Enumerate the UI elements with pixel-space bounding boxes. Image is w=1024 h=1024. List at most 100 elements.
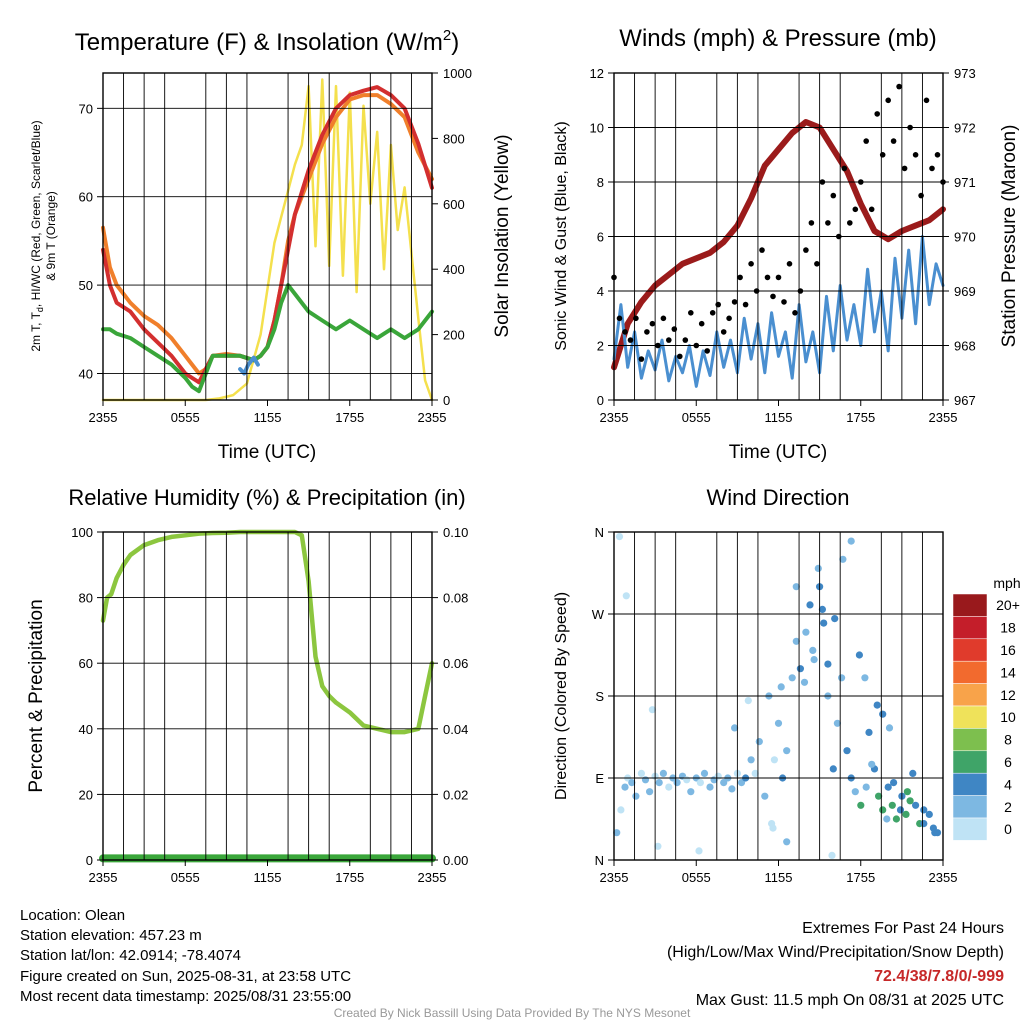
legend-label: 2 [1004, 799, 1012, 815]
extremes-values: 72.4/38/7.8/0/-999 [874, 968, 1004, 985]
direction-point [747, 756, 755, 764]
winds-y2label: Station Pressure (Maroon) [999, 125, 1020, 348]
direction-point [814, 564, 822, 573]
y2-tick-label: 970 [954, 230, 976, 245]
series-line [101, 283, 434, 394]
temperature-y2label: Solar Insolation (Yellow) [492, 134, 513, 337]
gust-point [841, 165, 848, 172]
y-tick-label: 100 [71, 525, 93, 540]
direction-point [695, 847, 703, 855]
legend-label: 8 [1004, 732, 1012, 748]
speed-legend: mph 20+ 18 16 14 12 10 8 6 4 2 0 [952, 575, 1021, 841]
x-tick-label: 1155 [765, 410, 793, 425]
gust-point [720, 329, 727, 335]
direction-point [800, 678, 809, 686]
plot-frame [102, 72, 433, 401]
gust-point [929, 165, 935, 172]
direction-point [714, 772, 722, 780]
x-tick-label: 0555 [171, 410, 200, 425]
y-tick-label: W [592, 607, 605, 622]
y-tick-label: N [595, 853, 604, 868]
gust-point [764, 274, 771, 281]
direction-point [820, 619, 828, 627]
direction-point [737, 779, 746, 787]
direction-point [831, 615, 839, 623]
plot-frame [613, 72, 944, 401]
direction-point [751, 769, 759, 778]
direction-point [838, 674, 846, 682]
gust-point [890, 138, 897, 144]
legend-swatch [952, 660, 988, 684]
temperature-ylabel-line2: & 9m T (Orange) [44, 191, 58, 281]
gust-point [934, 152, 941, 158]
direction-point [654, 842, 662, 850]
direction-point [843, 747, 851, 755]
direction-point [857, 801, 865, 809]
y-tick-label: 6 [597, 230, 604, 245]
gust-point [715, 301, 721, 308]
gust-point [863, 138, 869, 144]
direction-point [868, 760, 876, 768]
direction-point [931, 829, 939, 837]
y-tick-label: 40 [79, 366, 93, 381]
credit-line: Created By Nick Bassill Using Data Provi… [333, 1006, 691, 1020]
gust-point [627, 337, 634, 343]
direction-point [896, 806, 905, 814]
created-line: Figure created on Sun, 2025-08-31, at 23… [20, 967, 352, 985]
temperature-axes: 2355 0555 1155 1755 2355 40 50 60 70 0 200 400 600 80… [79, 66, 472, 425]
x-tick-label: 2355 [89, 410, 118, 425]
direction-point [768, 820, 776, 828]
direction-point [673, 779, 681, 787]
y2-tick-label: 0.08 [443, 591, 468, 606]
x-tick-label: 2355 [929, 870, 958, 885]
direction-point [810, 656, 818, 664]
plot-frame [613, 531, 944, 861]
x-tick-label: 0555 [682, 410, 711, 425]
direction-point [828, 851, 836, 860]
direction-point [646, 788, 654, 796]
gust-point [731, 299, 738, 305]
direction-point [641, 776, 650, 784]
winds-panel: Winds (mph) & Pressure (mb) 2355 0555 1155… [553, 25, 1020, 463]
x-tick-label: 1155 [254, 870, 282, 885]
legend-swatch [952, 638, 988, 662]
y2-tick-label: 200 [443, 328, 465, 343]
gust-point [726, 315, 732, 322]
legend-label: 12 [1000, 687, 1016, 703]
y2-tick-label: 0.04 [443, 722, 468, 737]
winds-title: Winds (mph) & Pressure (mb) [619, 25, 936, 52]
y-tick-label: 70 [79, 101, 93, 116]
direction-point [847, 537, 855, 545]
x-tick-label: 1155 [765, 870, 793, 885]
gust-point [825, 220, 831, 226]
winds-xlabel: Time (UTC) [729, 442, 828, 463]
direction-plot-area [613, 533, 942, 860]
direction-point [632, 792, 640, 800]
extremes-subtitle: (High/Low/Max Wind/Precipitation/Snow De… [666, 944, 1004, 961]
x-tick-label: 2355 [600, 870, 629, 885]
temperature-panel: Temperature (F) & Insolation (W/m2) 2355… [29, 27, 513, 463]
direction-point [613, 829, 621, 837]
x-tick-label: 2355 [89, 870, 118, 885]
legend-label: 10 [1000, 709, 1016, 725]
direction-point [796, 665, 805, 673]
direction-point [906, 797, 914, 805]
y2-tick-label: 0 [443, 393, 450, 408]
gust-point [912, 152, 919, 158]
legend-label: 16 [1000, 642, 1016, 658]
y2-tick-label: 1000 [443, 66, 472, 81]
gust-point [671, 326, 678, 332]
y-tick-label: E [595, 771, 604, 786]
gust-point [901, 165, 908, 172]
y-tick-label: 0 [86, 853, 93, 868]
series-line [238, 355, 260, 376]
gust-point [677, 353, 683, 360]
direction-point [720, 779, 728, 787]
legend-swatch [952, 683, 988, 707]
y-tick-label: 60 [79, 656, 93, 671]
gust-point [781, 299, 787, 305]
x-tick-label: 1755 [335, 410, 364, 425]
x-tick-label: 1155 [254, 410, 282, 425]
direction-point [888, 801, 896, 809]
direction-point [617, 806, 625, 814]
